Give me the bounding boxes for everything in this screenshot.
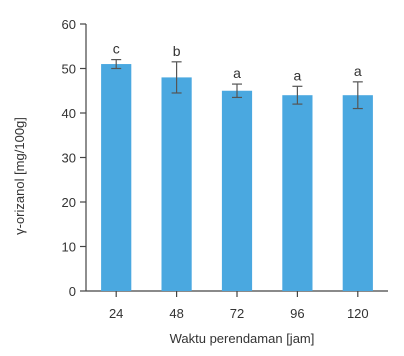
y-tick-label: 20 [62, 195, 76, 210]
bar [342, 95, 373, 291]
y-axis-label: γ-orizanol [mg/100g] [12, 117, 27, 235]
x-tick-label: 120 [347, 306, 369, 321]
y-tick-label: 10 [62, 240, 76, 255]
significance-label: b [173, 43, 181, 59]
y-tick-label: 30 [62, 151, 76, 166]
x-tick-label: 72 [230, 306, 244, 321]
bar [101, 64, 132, 291]
significance-label: c [113, 41, 120, 57]
x-axis-label: Waktu perendaman [jam] [170, 331, 315, 346]
bar [221, 90, 253, 291]
significance-label: a [233, 65, 241, 81]
y-axis: 0 10 20 30 40 50 60 [62, 17, 87, 299]
y-tick-label: 0 [69, 284, 76, 299]
significance-label: a [354, 63, 362, 79]
y-tick-label: 50 [62, 62, 76, 77]
bars: c b a a a [101, 41, 373, 292]
x-tick-label: 96 [290, 306, 304, 321]
y-tick-label: 60 [62, 17, 76, 32]
bar [161, 77, 192, 292]
significance-label: a [294, 67, 302, 83]
bar [282, 95, 313, 291]
x-tick-label: 24 [109, 306, 123, 321]
x-tick-label: 48 [169, 306, 183, 321]
y-tick-label: 40 [62, 106, 76, 121]
x-axis: 24 48 72 96 120 [86, 290, 388, 321]
